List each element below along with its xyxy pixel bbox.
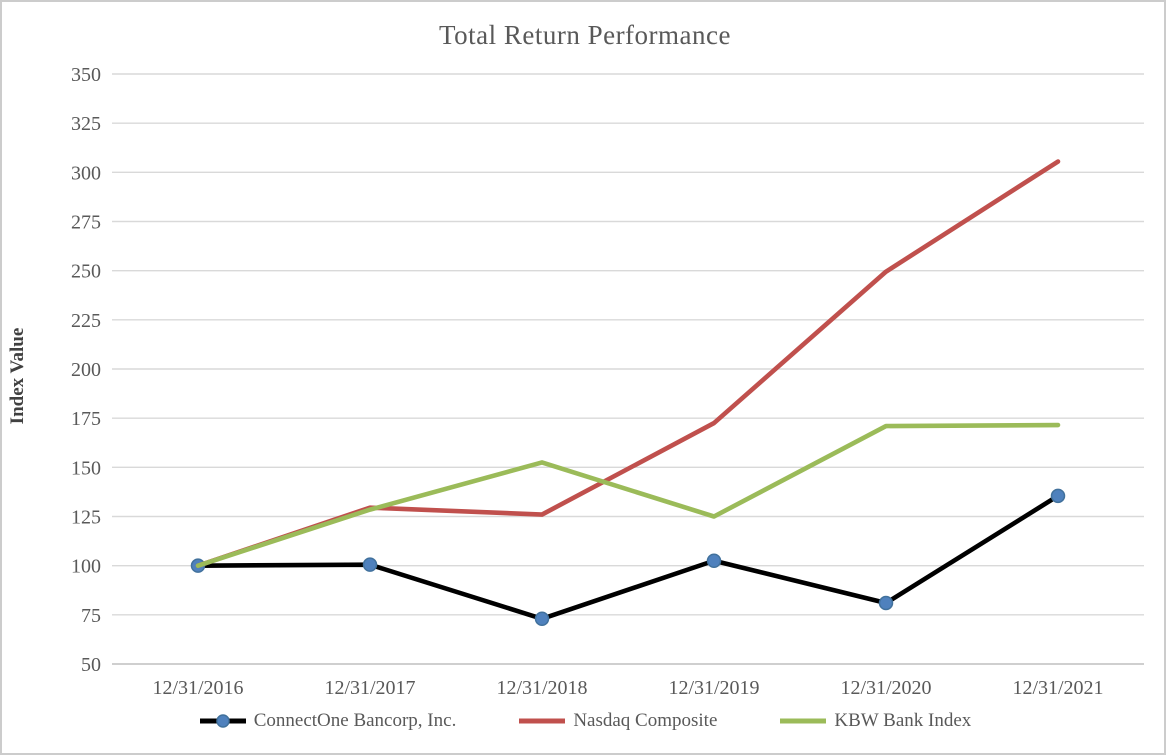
legend-marker-connectone — [215, 714, 230, 728]
chart-legend: ConnectOne Bancorp, Inc. Nasdaq Composit… — [2, 710, 1164, 732]
series-line-connectone-bancorp-inc — [195, 493, 1061, 622]
y-axis-tick-label: 225 — [71, 310, 101, 332]
legend-swatch-kbw — [780, 718, 827, 724]
x-axis-label: 12/31/2020 — [840, 677, 931, 699]
legend-label-connectone: ConnectOne Bancorp, Inc. — [253, 710, 457, 731]
y-axis-tick-label: 325 — [71, 113, 101, 135]
y-axis-tick-label: 275 — [71, 212, 101, 234]
legend-item-nasdaq: Nasdaq Composite — [518, 710, 717, 732]
x-axis-label: 12/31/2021 — [1012, 677, 1103, 699]
legend-label-nasdaq: Nasdaq Composite — [573, 710, 718, 731]
data-point-marker-connectone-bancorp-inc — [706, 553, 722, 568]
y-axis-tick-label: 50 — [81, 654, 101, 676]
y-axis-tick-label: 350 — [71, 64, 101, 86]
y-axis-tick-label: 250 — [71, 261, 101, 283]
legend-label-kbw: KBW Bank Index — [834, 710, 972, 731]
legend-swatch-nasdaq — [519, 718, 566, 724]
legend-item-connectone: ConnectOne Bancorp, Inc. — [199, 710, 457, 732]
y-axis-tick-label: 175 — [71, 408, 101, 430]
legend-item-kbw: KBW Bank Index — [779, 710, 971, 732]
data-point-marker-connectone-bancorp-inc — [878, 595, 894, 611]
data-point-marker-connectone-bancorp-inc — [362, 557, 378, 572]
data-point-marker-connectone-bancorp-inc — [534, 611, 550, 627]
x-axis-label: 12/31/2019 — [668, 677, 759, 699]
y-axis-tick-label: 200 — [71, 359, 101, 381]
x-axis-label: 12/31/2016 — [152, 677, 243, 699]
chart-title: Total Return Performance — [438, 20, 731, 50]
series-line-kbw-bank-index — [195, 422, 1061, 568]
x-axis-label: 12/31/2018 — [496, 677, 587, 699]
y-axis-tick-label: 100 — [71, 556, 101, 578]
y-axis-tick-label: 75 — [81, 605, 101, 627]
y-axis-tick-label: 150 — [71, 457, 101, 479]
y-axis-tick-label: 125 — [71, 507, 101, 529]
legend-swatch-connectone — [199, 714, 246, 728]
data-point-marker-connectone-bancorp-inc — [1050, 488, 1066, 504]
x-axis-label: 12/31/2017 — [324, 677, 415, 699]
y-axis-tick-label: 300 — [71, 162, 101, 184]
